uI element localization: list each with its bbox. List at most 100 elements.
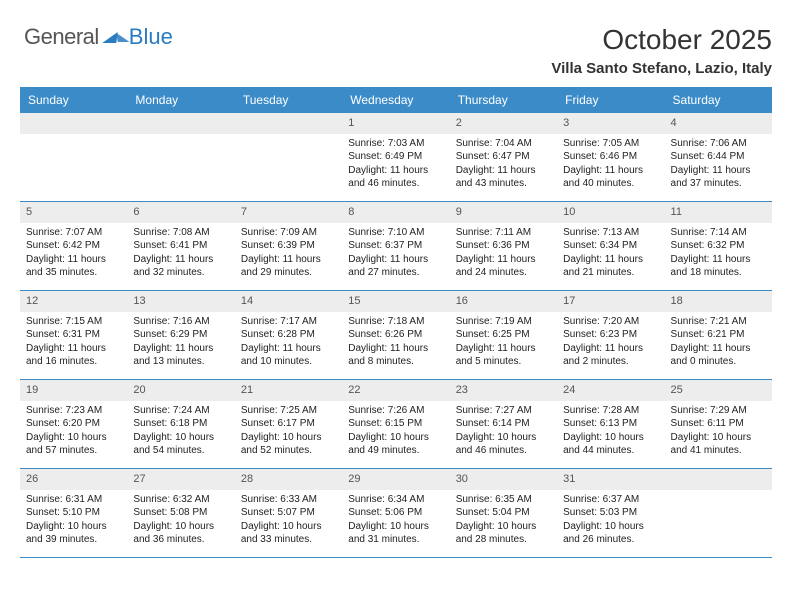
daylight-line: Daylight: 10 hours and 44 minutes. [563, 431, 658, 458]
daylight-line: Daylight: 10 hours and 28 minutes. [456, 520, 551, 547]
sunset-line: Sunset: 5:03 PM [563, 506, 658, 520]
day-number: 14 [235, 291, 342, 312]
daylight-line: Daylight: 11 hours and 5 minutes. [456, 342, 551, 369]
day-number: 13 [127, 291, 234, 312]
day-cell: 25Sunrise: 7:29 AMSunset: 6:11 PMDayligh… [665, 380, 772, 468]
sunset-line: Sunset: 6:44 PM [671, 150, 766, 164]
daylight-line: Daylight: 10 hours and 36 minutes. [133, 520, 228, 547]
day-cell: 29Sunrise: 6:34 AMSunset: 5:06 PMDayligh… [342, 469, 449, 557]
location-subtitle: Villa Santo Stefano, Lazio, Italy [20, 60, 772, 77]
weekday-header: Saturday [665, 87, 772, 113]
daylight-line: Daylight: 11 hours and 24 minutes. [456, 253, 551, 280]
sunrise-line: Sunrise: 7:13 AM [563, 226, 658, 240]
sunrise-line: Sunrise: 7:10 AM [348, 226, 443, 240]
day-cell: 10Sunrise: 7:13 AMSunset: 6:34 PMDayligh… [557, 202, 664, 290]
sunrise-line: Sunrise: 6:33 AM [241, 493, 336, 507]
daylight-line: Daylight: 11 hours and 46 minutes. [348, 164, 443, 191]
day-cell [235, 113, 342, 201]
day-cell: 19Sunrise: 7:23 AMSunset: 6:20 PMDayligh… [20, 380, 127, 468]
sunset-line: Sunset: 6:14 PM [456, 417, 551, 431]
sunrise-line: Sunrise: 7:08 AM [133, 226, 228, 240]
daylight-line: Daylight: 10 hours and 31 minutes. [348, 520, 443, 547]
sunrise-line: Sunrise: 7:28 AM [563, 404, 658, 418]
daylight-line: Daylight: 11 hours and 29 minutes. [241, 253, 336, 280]
day-number [20, 113, 127, 134]
week-row: 19Sunrise: 7:23 AMSunset: 6:20 PMDayligh… [20, 380, 772, 469]
sunrise-line: Sunrise: 7:11 AM [456, 226, 551, 240]
sunset-line: Sunset: 6:15 PM [348, 417, 443, 431]
sunrise-line: Sunrise: 7:16 AM [133, 315, 228, 329]
day-body: Sunrise: 6:35 AMSunset: 5:04 PMDaylight:… [450, 490, 557, 553]
day-number: 20 [127, 380, 234, 401]
day-body: Sunrise: 7:23 AMSunset: 6:20 PMDaylight:… [20, 401, 127, 464]
day-number: 17 [557, 291, 664, 312]
sunrise-line: Sunrise: 7:04 AM [456, 137, 551, 151]
day-cell: 12Sunrise: 7:15 AMSunset: 6:31 PMDayligh… [20, 291, 127, 379]
sunrise-line: Sunrise: 7:27 AM [456, 404, 551, 418]
day-cell: 26Sunrise: 6:31 AMSunset: 5:10 PMDayligh… [20, 469, 127, 557]
day-number: 16 [450, 291, 557, 312]
sunrise-line: Sunrise: 7:29 AM [671, 404, 766, 418]
sunset-line: Sunset: 6:34 PM [563, 239, 658, 253]
day-number [127, 113, 234, 134]
sunset-line: Sunset: 6:32 PM [671, 239, 766, 253]
day-cell [127, 113, 234, 201]
sunset-line: Sunset: 5:06 PM [348, 506, 443, 520]
daylight-line: Daylight: 10 hours and 49 minutes. [348, 431, 443, 458]
day-number: 25 [665, 380, 772, 401]
day-cell: 23Sunrise: 7:27 AMSunset: 6:14 PMDayligh… [450, 380, 557, 468]
day-body: Sunrise: 7:29 AMSunset: 6:11 PMDaylight:… [665, 401, 772, 464]
day-cell: 2Sunrise: 7:04 AMSunset: 6:47 PMDaylight… [450, 113, 557, 201]
sunrise-line: Sunrise: 7:24 AM [133, 404, 228, 418]
sunset-line: Sunset: 6:26 PM [348, 328, 443, 342]
day-body: Sunrise: 7:15 AMSunset: 6:31 PMDaylight:… [20, 312, 127, 375]
sunrise-line: Sunrise: 7:06 AM [671, 137, 766, 151]
sunset-line: Sunset: 6:21 PM [671, 328, 766, 342]
weekday-header: Sunday [20, 87, 127, 113]
day-body: Sunrise: 7:14 AMSunset: 6:32 PMDaylight:… [665, 223, 772, 286]
day-cell: 3Sunrise: 7:05 AMSunset: 6:46 PMDaylight… [557, 113, 664, 201]
day-number: 28 [235, 469, 342, 490]
day-number: 3 [557, 113, 664, 134]
sunrise-line: Sunrise: 6:31 AM [26, 493, 121, 507]
sunset-line: Sunset: 6:28 PM [241, 328, 336, 342]
sunrise-line: Sunrise: 7:09 AM [241, 226, 336, 240]
daylight-line: Daylight: 11 hours and 43 minutes. [456, 164, 551, 191]
daylight-line: Daylight: 10 hours and 57 minutes. [26, 431, 121, 458]
sunrise-line: Sunrise: 7:07 AM [26, 226, 121, 240]
sunset-line: Sunset: 6:29 PM [133, 328, 228, 342]
calendar-page: General Blue October 2025 Villa Santo St… [0, 0, 792, 612]
daylight-line: Daylight: 11 hours and 21 minutes. [563, 253, 658, 280]
week-row: 12Sunrise: 7:15 AMSunset: 6:31 PMDayligh… [20, 291, 772, 380]
day-cell: 30Sunrise: 6:35 AMSunset: 5:04 PMDayligh… [450, 469, 557, 557]
day-body: Sunrise: 7:06 AMSunset: 6:44 PMDaylight:… [665, 134, 772, 197]
daylight-line: Daylight: 11 hours and 32 minutes. [133, 253, 228, 280]
day-number: 29 [342, 469, 449, 490]
day-body: Sunrise: 7:04 AMSunset: 6:47 PMDaylight:… [450, 134, 557, 197]
day-body: Sunrise: 7:10 AMSunset: 6:37 PMDaylight:… [342, 223, 449, 286]
calendar-grid: SundayMondayTuesdayWednesdayThursdayFrid… [20, 87, 772, 558]
daylight-line: Daylight: 11 hours and 37 minutes. [671, 164, 766, 191]
day-body: Sunrise: 6:37 AMSunset: 5:03 PMDaylight:… [557, 490, 664, 553]
day-body: Sunrise: 7:18 AMSunset: 6:26 PMDaylight:… [342, 312, 449, 375]
logo-word-blue: Blue [129, 24, 173, 50]
weeks-container: 1Sunrise: 7:03 AMSunset: 6:49 PMDaylight… [20, 113, 772, 558]
sunset-line: Sunset: 5:07 PM [241, 506, 336, 520]
day-cell [20, 113, 127, 201]
day-number: 1 [342, 113, 449, 134]
day-cell: 7Sunrise: 7:09 AMSunset: 6:39 PMDaylight… [235, 202, 342, 290]
day-body: Sunrise: 7:21 AMSunset: 6:21 PMDaylight:… [665, 312, 772, 375]
sunrise-line: Sunrise: 7:20 AM [563, 315, 658, 329]
brand-logo: General Blue [24, 24, 173, 50]
sunrise-line: Sunrise: 7:21 AM [671, 315, 766, 329]
weekday-header: Friday [557, 87, 664, 113]
day-body: Sunrise: 7:24 AMSunset: 6:18 PMDaylight:… [127, 401, 234, 464]
daylight-line: Daylight: 11 hours and 16 minutes. [26, 342, 121, 369]
day-cell: 16Sunrise: 7:19 AMSunset: 6:25 PMDayligh… [450, 291, 557, 379]
day-number: 9 [450, 202, 557, 223]
day-number: 31 [557, 469, 664, 490]
day-number: 7 [235, 202, 342, 223]
sunset-line: Sunset: 6:42 PM [26, 239, 121, 253]
day-number: 19 [20, 380, 127, 401]
day-cell: 31Sunrise: 6:37 AMSunset: 5:03 PMDayligh… [557, 469, 664, 557]
